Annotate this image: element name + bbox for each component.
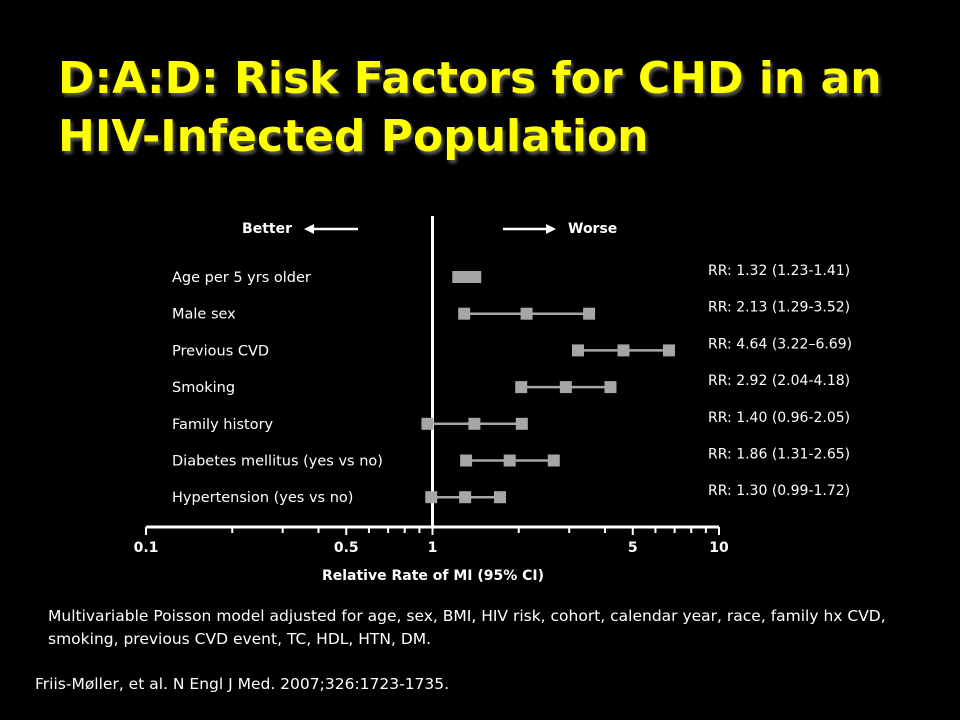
forest-row: Male sex RR: 2.13 (1.29-3.52) — [172, 300, 850, 323]
forest-rows: Age per 5 yrs older RR: 1.32 (1.23-1.41) M… — [172, 263, 852, 506]
slide-title-line-1: D:A:D: Risk Factors for CHD in an — [58, 53, 882, 104]
ci-upper-marker — [547, 454, 560, 467]
rr-value: RR: 1.40 (0.96-2.05) — [708, 410, 850, 426]
direction-indicators: Better Worse — [242, 221, 617, 237]
worse-label: Worse — [568, 221, 617, 237]
row-label: Age per 5 yrs older — [172, 270, 311, 286]
tick-label: 0.1 — [134, 540, 159, 556]
ci-upper-marker — [469, 271, 482, 283]
rr-value: RR: 1.86 (1.31-2.65) — [708, 447, 850, 463]
footnote: Multivariable Poisson model adjusted for… — [48, 607, 886, 648]
better-label: Better — [242, 221, 292, 237]
ci-upper-marker — [583, 307, 596, 320]
ci-upper-marker — [493, 491, 506, 504]
tick-label: 10 — [709, 540, 729, 556]
point-estimate-marker — [559, 381, 572, 394]
rr-value: RR: 1.32 (1.23-1.41) — [708, 263, 850, 279]
tick-label: 0.5 — [334, 540, 359, 556]
point-estimate-marker — [503, 454, 516, 467]
slide-title: D:A:D: Risk Factors for CHD in an HIV-In… — [58, 50, 938, 166]
rr-value: RR: 1.30 (0.99-1.72) — [708, 483, 850, 499]
point-estimate-marker — [520, 307, 533, 320]
point-estimate-marker — [459, 491, 472, 504]
x-axis: 0.1 0.5 1 5 10 — [134, 525, 729, 556]
point-estimate-marker — [617, 344, 630, 357]
x-axis-label: Relative Rate of MI (95% CI) — [322, 568, 544, 584]
ci-lower-marker — [458, 307, 471, 320]
ci-upper-marker — [604, 381, 617, 394]
ci-upper-marker — [515, 417, 528, 430]
worse-arrow-head — [546, 224, 556, 234]
tick-label: 1 — [428, 540, 438, 556]
ci-lower-marker — [425, 491, 438, 504]
forest-row: Smoking RR: 2.92 (2.04-4.18) — [172, 373, 850, 396]
ci-upper-marker — [662, 344, 675, 357]
ci-lower-marker — [421, 417, 434, 430]
tick-label: 5 — [628, 540, 638, 556]
row-label: Hypertension (yes vs no) — [172, 490, 353, 506]
rr-value: RR: 2.13 (1.29-3.52) — [708, 300, 850, 316]
row-label: Smoking — [172, 380, 235, 396]
point-estimate-marker — [468, 417, 481, 430]
forest-row: Family history RR: 1.40 (0.96-2.05) — [172, 410, 850, 433]
ci-lower-marker — [572, 344, 585, 357]
citation: Friis-Møller, et al. N Engl J Med. 2007;… — [35, 675, 450, 693]
forest-row: Previous CVD RR: 4.64 (3.22–6.69) — [172, 336, 852, 359]
slide-title-line-2: HIV-Infected Population — [58, 111, 649, 162]
better-arrow-head — [304, 224, 314, 234]
row-label: Family history — [172, 417, 274, 433]
rr-value: RR: 4.64 (3.22–6.69) — [708, 336, 852, 352]
forest-row: Hypertension (yes vs no) RR: 1.30 (0.99-1… — [172, 483, 850, 506]
row-label: Previous CVD — [172, 343, 269, 359]
rr-value: RR: 2.92 (2.04-4.18) — [708, 373, 850, 389]
ci-lower-marker — [460, 454, 473, 467]
ci-lower-marker — [515, 381, 528, 394]
row-label: Diabetes mellitus (yes vs no) — [172, 454, 383, 470]
forest-row: Age per 5 yrs older RR: 1.32 (1.23-1.41) — [172, 263, 850, 286]
forest-row: Diabetes mellitus (yes vs no) RR: 1.86 (1… — [172, 447, 850, 470]
row-label: Male sex — [172, 307, 236, 323]
